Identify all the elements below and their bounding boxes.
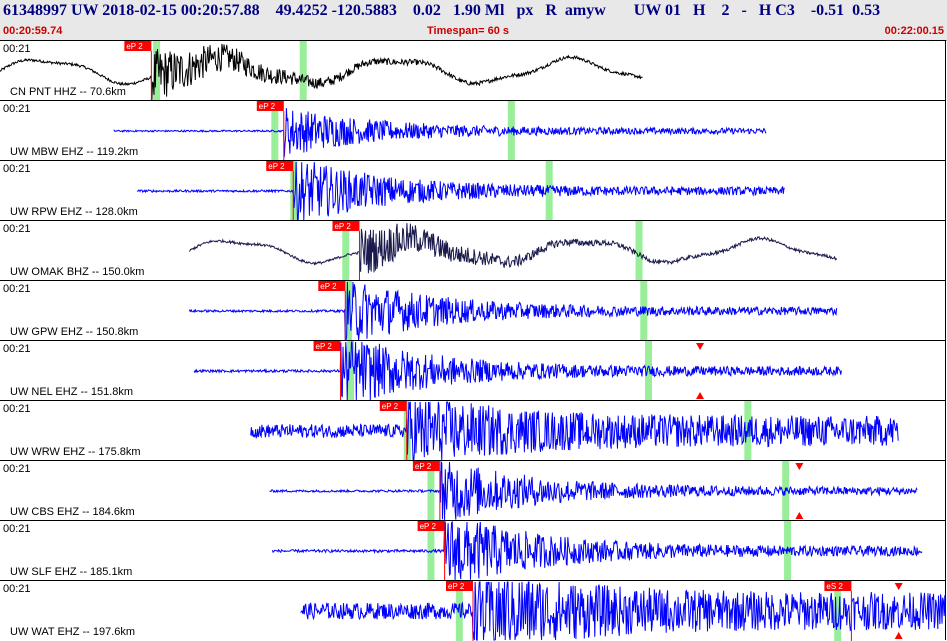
station-label: UW NEL EHZ -- 151.8km	[10, 386, 134, 398]
trace-panel[interactable]: eP 2 00:21 UW GPW EHZ -- 150.8km	[0, 280, 946, 341]
phase-window-marker	[299, 41, 307, 101]
station-label: UW OMAK BHZ -- 150.0km	[10, 266, 145, 278]
phase-window-marker	[347, 341, 355, 401]
panel-time: 00:21	[3, 463, 31, 475]
event-header: 61348997 UW 2018-02-15 00:20:57.88 49.42…	[0, 0, 947, 41]
station-label: CN PNT HHZ -- 70.6km	[10, 86, 126, 98]
pick-label-box[interactable]	[124, 41, 152, 51]
panel-time: 00:21	[3, 103, 31, 115]
trace-panel[interactable]: eP 2 00:21 UW CBS EHZ -- 184.6km	[0, 460, 946, 521]
amplitude-marker-bottom	[696, 392, 705, 399]
pick-label-box[interactable]	[266, 161, 294, 171]
trace-panel[interactable]: eP 2 00:21 UW WRW EHZ -- 175.8km	[0, 400, 946, 461]
amplitude-marker-top	[894, 583, 903, 590]
waveform-trace	[250, 401, 899, 461]
waveform-trace	[113, 108, 767, 157]
trace-panel[interactable]: eP 2 00:21 UW SLF EHZ -- 185.1km	[0, 520, 946, 581]
pick-label: eP 2	[420, 522, 437, 531]
pick-label-box[interactable]	[318, 281, 346, 291]
trace-panel[interactable]: eP 2 00:21 UW OMAK BHZ -- 150.0km	[0, 220, 946, 281]
amplitude-marker-bottom	[795, 512, 804, 519]
pick-label-box[interactable]	[824, 581, 852, 591]
panel-time: 00:21	[3, 583, 31, 595]
phase-window-marker	[271, 101, 279, 161]
event-summary-line: 61348997 UW 2018-02-15 00:20:57.88 49.42…	[3, 2, 881, 19]
phase-window-marker	[427, 521, 435, 581]
waveform-trace	[0, 43, 643, 101]
trace-panel[interactable]: eP 2 00:21 UW MBW EHZ -- 119.2km	[0, 100, 946, 161]
pick-label: eS 2	[826, 582, 843, 591]
pick-label-box[interactable]	[412, 461, 440, 471]
trace-canvas[interactable]: eP 2	[0, 521, 946, 581]
seismogram-panels[interactable]: eP 2 00:21 CN PNT HHZ -- 70.6km eP 2 00:21 UW…	[0, 40, 947, 641]
pick-label-box[interactable]	[446, 581, 473, 591]
trace-canvas[interactable]: eP 2	[0, 221, 946, 281]
pick-label-box[interactable]	[256, 101, 284, 111]
pick-label: eP 2	[126, 42, 143, 51]
pick-label-box[interactable]	[379, 401, 407, 411]
waveform-trace	[137, 161, 785, 221]
pick-label: eP 2	[316, 342, 333, 351]
phase-window-marker	[635, 221, 643, 281]
trace-canvas[interactable]: eP 2	[0, 461, 946, 521]
amplitude-marker-top	[696, 343, 705, 350]
pick-label-box[interactable]	[313, 341, 341, 351]
end-time: 00:22:00.15	[884, 25, 944, 37]
amplitude-marker-top	[795, 463, 804, 470]
panel-time: 00:21	[3, 283, 31, 295]
panel-time: 00:21	[3, 523, 31, 535]
phase-window-marker	[342, 221, 350, 281]
phase-window-marker	[455, 581, 463, 641]
trace-canvas[interactable]: eP 2	[0, 281, 946, 341]
waveform-trace	[188, 281, 838, 341]
pick-label: eP 2	[268, 162, 285, 171]
pick-label-box[interactable]	[417, 521, 445, 531]
waveform-trace	[271, 521, 923, 581]
pick-label-box[interactable]	[332, 221, 360, 231]
trace-panel[interactable]: eP 2 00:21 UW RPW EHZ -- 128.0km	[0, 160, 946, 221]
station-label: UW RPW EHZ -- 128.0km	[10, 206, 138, 218]
waveform-trace	[188, 223, 838, 274]
panel-time: 00:21	[3, 403, 31, 415]
phase-window-marker	[545, 161, 553, 221]
panel-time: 00:21	[3, 343, 31, 355]
trace-canvas[interactable]: eP 2	[0, 401, 946, 461]
trace-canvas[interactable]: eP 2	[0, 101, 946, 161]
trace-canvas[interactable]: eP 2	[0, 161, 946, 221]
trace-panel[interactable]: eP 2 00:21 UW NEL EHZ -- 151.8km	[0, 340, 946, 401]
waveform-trace	[300, 581, 946, 641]
station-label: UW GPW EHZ -- 150.8km	[10, 326, 139, 338]
station-label: UW SLF EHZ -- 185.1km	[10, 566, 133, 578]
waveform-trace	[193, 341, 842, 401]
pick-label: eP 2	[415, 462, 432, 471]
panel-time: 00:21	[3, 223, 31, 235]
station-label: UW MBW EHZ -- 119.2km	[10, 146, 139, 158]
pick-label: eP 2	[382, 402, 399, 411]
pick-label: eP 2	[334, 222, 351, 231]
pick-label: eP 2	[259, 102, 276, 111]
pick-label: eP 2	[448, 582, 465, 591]
station-label: UW CBS EHZ -- 184.6km	[10, 506, 135, 518]
panel-time: 00:21	[3, 163, 31, 175]
timespan-label: Timespan= 60 s	[427, 25, 510, 37]
trace-canvas[interactable]: eP 2 eS 2	[0, 581, 946, 641]
trace-canvas[interactable]: eP 2	[0, 41, 946, 101]
phase-window-marker	[645, 341, 653, 401]
panel-time: 00:21	[3, 43, 31, 55]
amplitude-marker-bottom	[894, 632, 903, 639]
pick-label: eP 2	[320, 282, 337, 291]
start-time: 00:20:59.74	[3, 25, 63, 37]
station-label: UW WAT EHZ -- 197.6km	[10, 626, 136, 638]
phase-window-marker	[834, 581, 842, 641]
station-label: UW WRW EHZ -- 175.8km	[10, 446, 141, 458]
trace-panel[interactable]: eP 2 eS 2 00:21 UW WAT EHZ -- 197.6km	[0, 580, 946, 641]
waveform-trace	[269, 461, 918, 521]
trace-panel[interactable]: eP 2 00:21 CN PNT HHZ -- 70.6km	[0, 40, 946, 101]
phase-window-marker	[153, 41, 161, 101]
trace-canvas[interactable]: eP 2	[0, 341, 946, 401]
